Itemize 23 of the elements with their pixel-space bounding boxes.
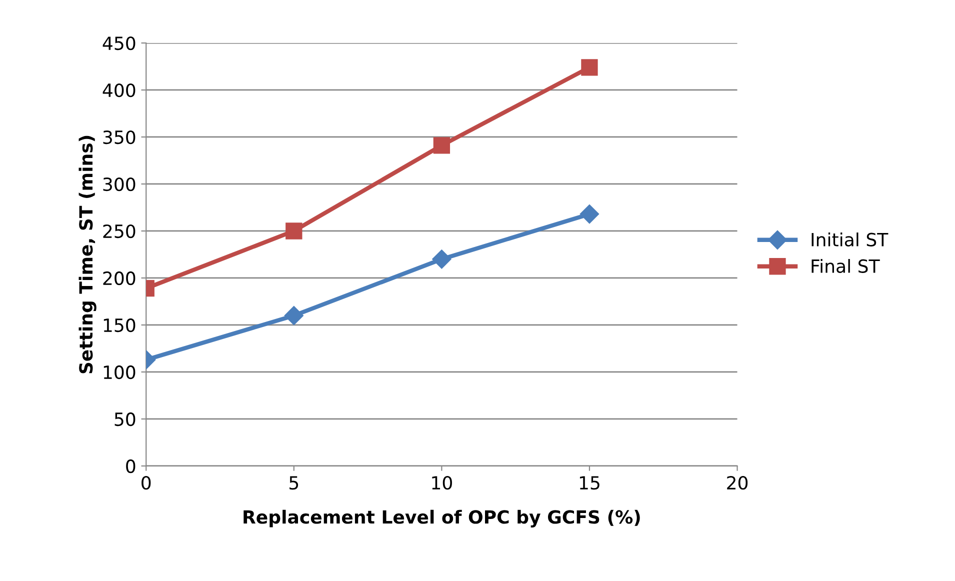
x-tick-label: 5 — [290, 476, 298, 490]
y-tick-label: 50 — [114, 412, 136, 426]
point — [581, 59, 598, 76]
y-axis-title: Setting Time, ST (mins) — [78, 136, 96, 374]
x-tick-label: 20 — [727, 476, 748, 490]
x-axis-title: Replacement Level of OPC by GCFS (%) — [244, 510, 640, 528]
x-tick-label: 15 — [580, 476, 600, 490]
y-tick-label: 150 — [104, 318, 136, 332]
y-tick-label: 250 — [103, 224, 136, 238]
y-tick-label: 200 — [103, 271, 136, 286]
x-tick-label: 10 — [432, 476, 452, 490]
y-tick-label: 100 — [104, 365, 136, 380]
y-tick-label: 300 — [103, 177, 136, 192]
legend-label: Initial ST — [812, 232, 888, 246]
legend-label: Final ST — [812, 258, 880, 273]
y-tick-label: 450 — [102, 36, 136, 50]
point — [433, 137, 450, 154]
y-tick-label: 400 — [102, 83, 136, 98]
point — [432, 250, 452, 269]
y-tick-label: 350 — [103, 130, 136, 144]
y-tick-label: 0 — [126, 459, 136, 474]
x-tick-label: 0 — [142, 476, 151, 490]
point — [580, 204, 600, 224]
